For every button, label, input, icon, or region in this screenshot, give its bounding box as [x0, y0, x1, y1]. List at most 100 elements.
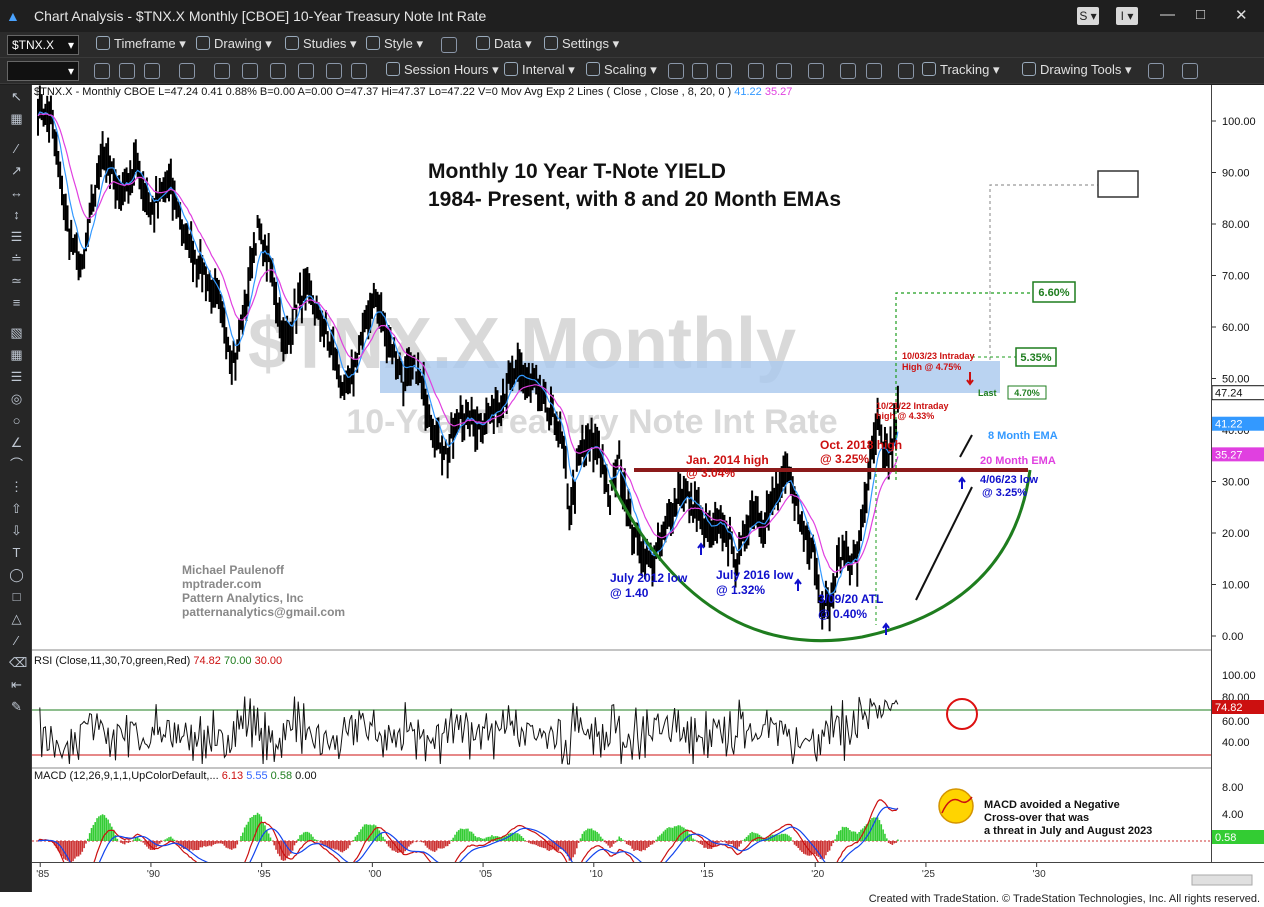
- bar-chart-icon[interactable]: [668, 63, 684, 79]
- link-i-button[interactable]: I ▾: [1116, 7, 1138, 25]
- ruler-icon[interactable]: ∕: [15, 633, 18, 648]
- data-icon: [476, 36, 490, 50]
- snapshot-icon[interactable]: [351, 63, 367, 79]
- grid-toggle-icon[interactable]: [898, 63, 914, 79]
- text-icon[interactable]: [242, 63, 258, 79]
- text-tool-icon[interactable]: T: [12, 545, 21, 560]
- grid-icon[interactable]: [298, 63, 314, 79]
- vertical-line-icon[interactable]: ↕: [13, 207, 20, 222]
- horizontal-line-icon[interactable]: ↔: [10, 185, 23, 200]
- target-5-35-box: [1015, 347, 1057, 367]
- trendline-icon[interactable]: ∕: [15, 141, 18, 156]
- resistance-zone: [380, 361, 1000, 393]
- annotation-oct-2022-high: 10/21/22 Intraday: [876, 401, 949, 411]
- fan-icon[interactable]: ∠: [10, 435, 23, 450]
- chat-icon[interactable]: [1182, 63, 1198, 79]
- data-menu[interactable]: Data ▾: [476, 36, 532, 52]
- target-6-60-label: 6.60%: [1038, 287, 1069, 299]
- zoom-out-icon[interactable]: [119, 63, 135, 79]
- x-tick-label: '25: [922, 869, 935, 880]
- regression-icon[interactable]: ≃: [11, 273, 22, 288]
- area-icon[interactable]: [808, 63, 824, 79]
- drawing-menu[interactable]: Drawing ▾: [196, 36, 272, 52]
- app-logo-icon: ▲: [6, 8, 20, 24]
- macd-tick-label: 8.00: [1222, 782, 1243, 794]
- drawing-tool-rail: ↖ ▦ ∕ ↗ ↔ ↕ ☰ ≐ ≃ ≡ ▧ ▦ ☰ ◎ ○ ∠ ⌒ ⋮ ⇧ ⇩ …: [0, 85, 32, 892]
- down-arrow-icon[interactable]: ⇩: [11, 523, 22, 538]
- eraser-icon[interactable]: ⌫: [9, 655, 28, 670]
- rounding-bottom-arc: [608, 469, 1032, 643]
- annotation-oct-2023-value: High @ 4.75%: [902, 362, 961, 372]
- rsi-tick-label: 60.00: [1222, 716, 1250, 728]
- ray-icon[interactable]: ↗: [11, 163, 22, 178]
- export-icon[interactable]: [1148, 63, 1164, 79]
- macd-last-tag: 0.58: [1215, 832, 1236, 844]
- interval-menu[interactable]: Interval ▾: [504, 62, 575, 78]
- window-icon[interactable]: [326, 63, 342, 79]
- last-value-label: 4.70%: [1014, 388, 1040, 398]
- hlc-icon[interactable]: [776, 63, 792, 79]
- arrow-2020: [882, 622, 890, 635]
- up-arrow-icon[interactable]: ⇧: [11, 501, 22, 516]
- rectangle-icon[interactable]: □: [12, 589, 21, 604]
- cycle-icon[interactable]: ◎: [10, 391, 23, 406]
- price-axis[interactable]: 0.00 10.00 20.00 30.00 40.00 50.00 60.00 70.00 8…: [1211, 85, 1264, 892]
- insert-icon[interactable]: [214, 63, 230, 79]
- macd-header: MACD (12,26,9,1,1,UpColorDefault,... 6.1…: [34, 770, 317, 782]
- hide-drawings-icon[interactable]: ✎: [11, 699, 22, 714]
- footer-copyright: Created with TradeStation. © TradeStatio…: [0, 892, 1264, 907]
- tracking-menu[interactable]: Tracking ▾: [922, 62, 1000, 78]
- chart-area[interactable]: $TNX.X Monthly 10-Year Treasury Note Int…: [32, 85, 1211, 892]
- style-menu[interactable]: Style ▾: [366, 36, 423, 52]
- chart-svg[interactable]: $TNX.X Monthly 10-Year Treasury Note Int…: [32, 85, 1211, 886]
- channel-line: [959, 434, 973, 458]
- pencil-icon: [196, 36, 210, 50]
- symbol-input[interactable]: $TNX.X ▾: [7, 35, 79, 55]
- spiral-icon[interactable]: ○: [12, 413, 21, 428]
- drawing-tools-menu[interactable]: Drawing Tools ▾: [1022, 62, 1132, 78]
- horizontal-scrollbar[interactable]: [1191, 874, 1253, 886]
- ellipse-icon[interactable]: ◯: [9, 567, 24, 582]
- candle-icon[interactable]: [692, 63, 708, 79]
- line-chart-icon[interactable]: [716, 63, 732, 79]
- studies-menu[interactable]: Studies ▾: [285, 36, 357, 52]
- author-name: Michael Paulenoff: [182, 563, 285, 577]
- collapse-icon[interactable]: ⇤: [11, 677, 22, 692]
- ohlc-icon[interactable]: [748, 63, 764, 79]
- arc-icon[interactable]: ⌒: [9, 457, 23, 472]
- timeframe-menu[interactable]: Timeframe ▾: [96, 36, 186, 52]
- close-icon[interactable]: ✕: [1235, 7, 1248, 24]
- zoom-icon[interactable]: [840, 63, 856, 79]
- triangle-icon[interactable]: △: [11, 611, 22, 626]
- annotation-july-2016-value: @ 1.32%: [716, 583, 765, 597]
- refresh-icon[interactable]: [270, 63, 286, 79]
- rsi-line: [39, 696, 899, 765]
- session-hours-menu[interactable]: Session Hours ▾: [386, 62, 499, 78]
- layout-icon[interactable]: [441, 37, 457, 53]
- minimize-icon[interactable]: —: [1160, 6, 1175, 23]
- fib-icon[interactable]: ≡: [12, 295, 21, 310]
- levels-icon[interactable]: ☰: [10, 369, 23, 384]
- workspace-select[interactable]: ▾: [7, 61, 79, 81]
- maximize-icon[interactable]: □: [1196, 6, 1206, 23]
- target-projection-line: [989, 184, 1098, 360]
- annotation-apr-2023-low: 4/06/23 low: [980, 474, 1039, 486]
- annotation-oct-2018-high: Oct. 2018 high: [820, 438, 902, 452]
- select-icon[interactable]: ▦: [10, 111, 23, 126]
- zoom-in-icon[interactable]: [94, 63, 110, 79]
- magnify-icon[interactable]: [179, 63, 195, 79]
- speed-icon[interactable]: ▦: [10, 347, 23, 362]
- settings-menu[interactable]: Settings ▾: [544, 36, 619, 52]
- channel-icon[interactable]: ☰: [10, 229, 23, 244]
- gann-icon[interactable]: ▧: [10, 325, 23, 340]
- macd-line: [37, 799, 899, 886]
- zoom-fit-icon[interactable]: [866, 63, 882, 79]
- link-s-button[interactable]: S ▾: [1077, 7, 1099, 25]
- page-icon[interactable]: [144, 63, 160, 79]
- time-zone-icon[interactable]: ⋮: [10, 479, 23, 494]
- andrews-icon[interactable]: ≐: [11, 251, 22, 266]
- annotation-oct-2018-value: @ 3.25%: [820, 452, 869, 466]
- scaling-menu[interactable]: Scaling ▾: [586, 62, 657, 78]
- date-axis[interactable]: '85 '90 '95 '00 '05 '10 '15 '20 '25 '30: [32, 862, 1264, 892]
- pointer-icon[interactable]: ↖: [11, 89, 22, 104]
